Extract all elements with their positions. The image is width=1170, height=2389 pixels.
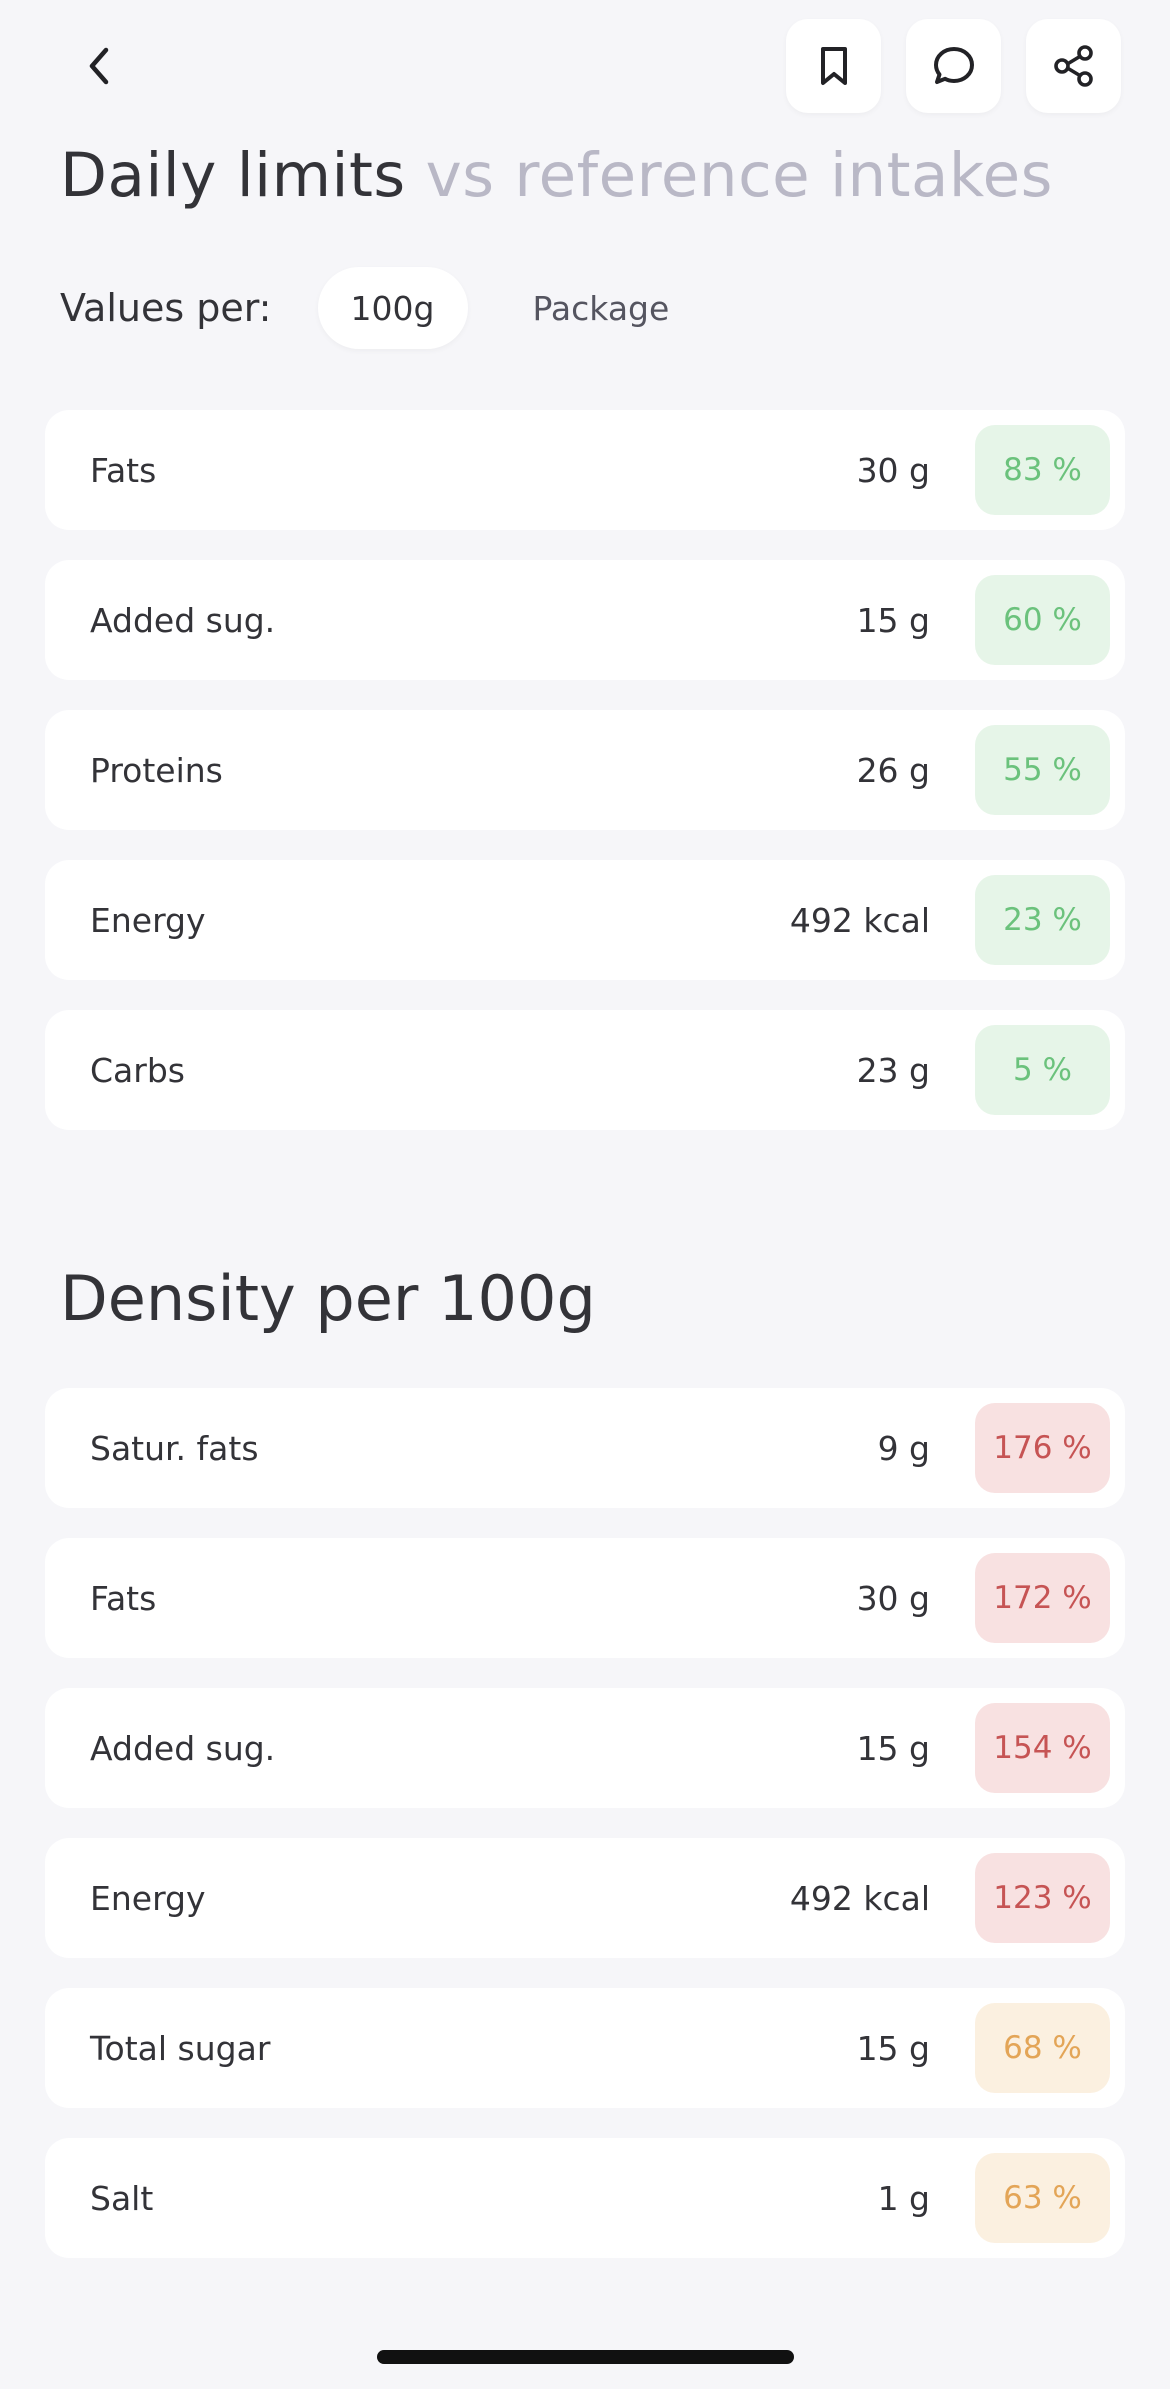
chevron-left-icon	[89, 47, 109, 85]
nutrient-label: Carbs	[90, 1050, 185, 1090]
percent-badge: 23 %	[975, 875, 1110, 965]
nutrient-label: Salt	[90, 2178, 154, 2218]
share-button[interactable]	[1026, 19, 1121, 113]
comment-button[interactable]	[906, 19, 1001, 113]
percent-badge: 55 %	[975, 725, 1110, 815]
nutrient-row: Carbs 23 g 5 %	[45, 1010, 1125, 1130]
page-title-subtitle: vs reference intakes	[425, 140, 1053, 211]
nutrient-label: Fats	[90, 450, 157, 490]
nutrient-row: Proteins 26 g 55 %	[45, 710, 1125, 830]
nutrient-row: Added sug. 15 g 60 %	[45, 560, 1125, 680]
nutrient-row: Energy 492 kcal 23 %	[45, 860, 1125, 980]
option-package-button[interactable]: Package	[532, 288, 670, 328]
nutrient-label: Total sugar	[90, 2028, 271, 2068]
bookmark-button[interactable]	[786, 19, 881, 113]
bookmark-icon	[820, 47, 847, 85]
chat-bubble-icon	[933, 47, 974, 84]
page-title-main: Daily limits	[60, 140, 406, 211]
nutrient-label: Energy	[90, 900, 206, 940]
nutrient-amount: 15 g	[856, 600, 930, 640]
nutrient-row: Salt 1 g 63 %	[45, 2138, 1125, 2258]
nutrient-amount: 492 kcal	[789, 900, 930, 940]
nutrient-row: Fats 30 g 172 %	[45, 1538, 1125, 1658]
percent-badge: 154 %	[975, 1703, 1110, 1793]
top-bar	[0, 0, 1170, 130]
daily-limits-list: Fats 30 g 83 % Added sug. 15 g 60 % Proteins 26…	[45, 410, 1125, 1160]
nutrient-label: Added sug.	[90, 600, 276, 640]
nutrient-row: Energy 492 kcal 123 %	[45, 1838, 1125, 1958]
nutrient-row: Added sug. 15 g 154 %	[45, 1688, 1125, 1808]
density-list: Satur. fats 9 g 176 % Fats 30 g 172 % Added su…	[45, 1388, 1125, 2288]
nutrient-label: Proteins	[90, 750, 223, 790]
nutrient-amount: 26 g	[856, 750, 930, 790]
nutrient-row: Satur. fats 9 g 176 %	[45, 1388, 1125, 1508]
nutrient-label: Added sug.	[90, 1728, 276, 1768]
nutrient-label: Satur. fats	[90, 1428, 259, 1468]
percent-badge: 123 %	[975, 1853, 1110, 1943]
nutrient-amount: 492 kcal	[789, 1878, 930, 1918]
nutrient-amount: 1 g	[877, 2178, 930, 2218]
nutrient-label: Fats	[90, 1578, 157, 1618]
nutrient-amount: 30 g	[856, 450, 930, 490]
percent-badge: 68 %	[975, 2003, 1110, 2093]
nutrient-amount: 15 g	[856, 2028, 930, 2068]
nutrient-label: Energy	[90, 1878, 206, 1918]
values-per-label: Values per:	[60, 286, 272, 330]
option-100g-button[interactable]: 100g	[317, 267, 468, 349]
percent-badge: 83 %	[975, 425, 1110, 515]
percent-badge: 176 %	[975, 1403, 1110, 1493]
nutrient-amount: 30 g	[856, 1578, 930, 1618]
percent-badge: 60 %	[975, 575, 1110, 665]
percent-badge: 172 %	[975, 1553, 1110, 1643]
nutrient-row: Total sugar 15 g 68 %	[45, 1988, 1125, 2108]
nutrient-amount: 15 g	[856, 1728, 930, 1768]
nutrient-amount: 23 g	[856, 1050, 930, 1090]
values-per-selector: Values per: 100g Package	[60, 267, 709, 349]
share-icon	[1053, 45, 1093, 87]
percent-badge: 63 %	[975, 2153, 1110, 2243]
back-button[interactable]	[60, 30, 140, 102]
home-indicator	[377, 2350, 794, 2364]
nutrient-row: Fats 30 g 83 %	[45, 410, 1125, 530]
density-section-title: Density per 100g	[60, 1262, 596, 1335]
percent-badge: 5 %	[975, 1025, 1110, 1115]
nutrient-amount: 9 g	[877, 1428, 930, 1468]
page-title: Daily limits vs reference intakes	[60, 140, 1053, 211]
